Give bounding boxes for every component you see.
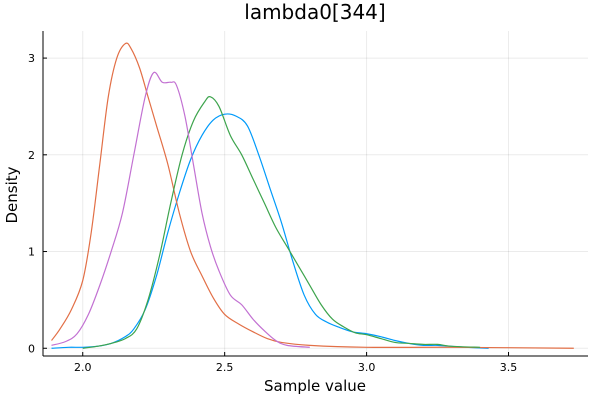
axes	[42, 31, 588, 357]
series-line-4	[51, 71, 310, 348]
x-tick-label: 3.5	[500, 361, 518, 374]
x-tick-label: 2.5	[216, 361, 234, 374]
gridlines	[43, 31, 588, 356]
y-tick-label: 0	[28, 342, 35, 355]
x-tick-label: 3.0	[358, 361, 376, 374]
x-tick-label: 2.0	[74, 361, 92, 374]
y-axis-label: Density	[3, 166, 21, 223]
series-line-1	[51, 113, 489, 349]
x-axis-label: Sample value	[264, 377, 366, 395]
tick-labels: 2.0 2.5 3.0 3.5 0 1 2 3	[28, 52, 517, 374]
series-line-3	[82, 95, 481, 349]
chart-title: lambda0[344]	[244, 0, 385, 24]
series-lines	[51, 42, 574, 349]
series-line-2	[51, 42, 574, 349]
y-tick-label: 1	[28, 246, 35, 259]
y-tick-label: 2	[28, 149, 35, 162]
y-tick-label: 3	[28, 52, 35, 65]
